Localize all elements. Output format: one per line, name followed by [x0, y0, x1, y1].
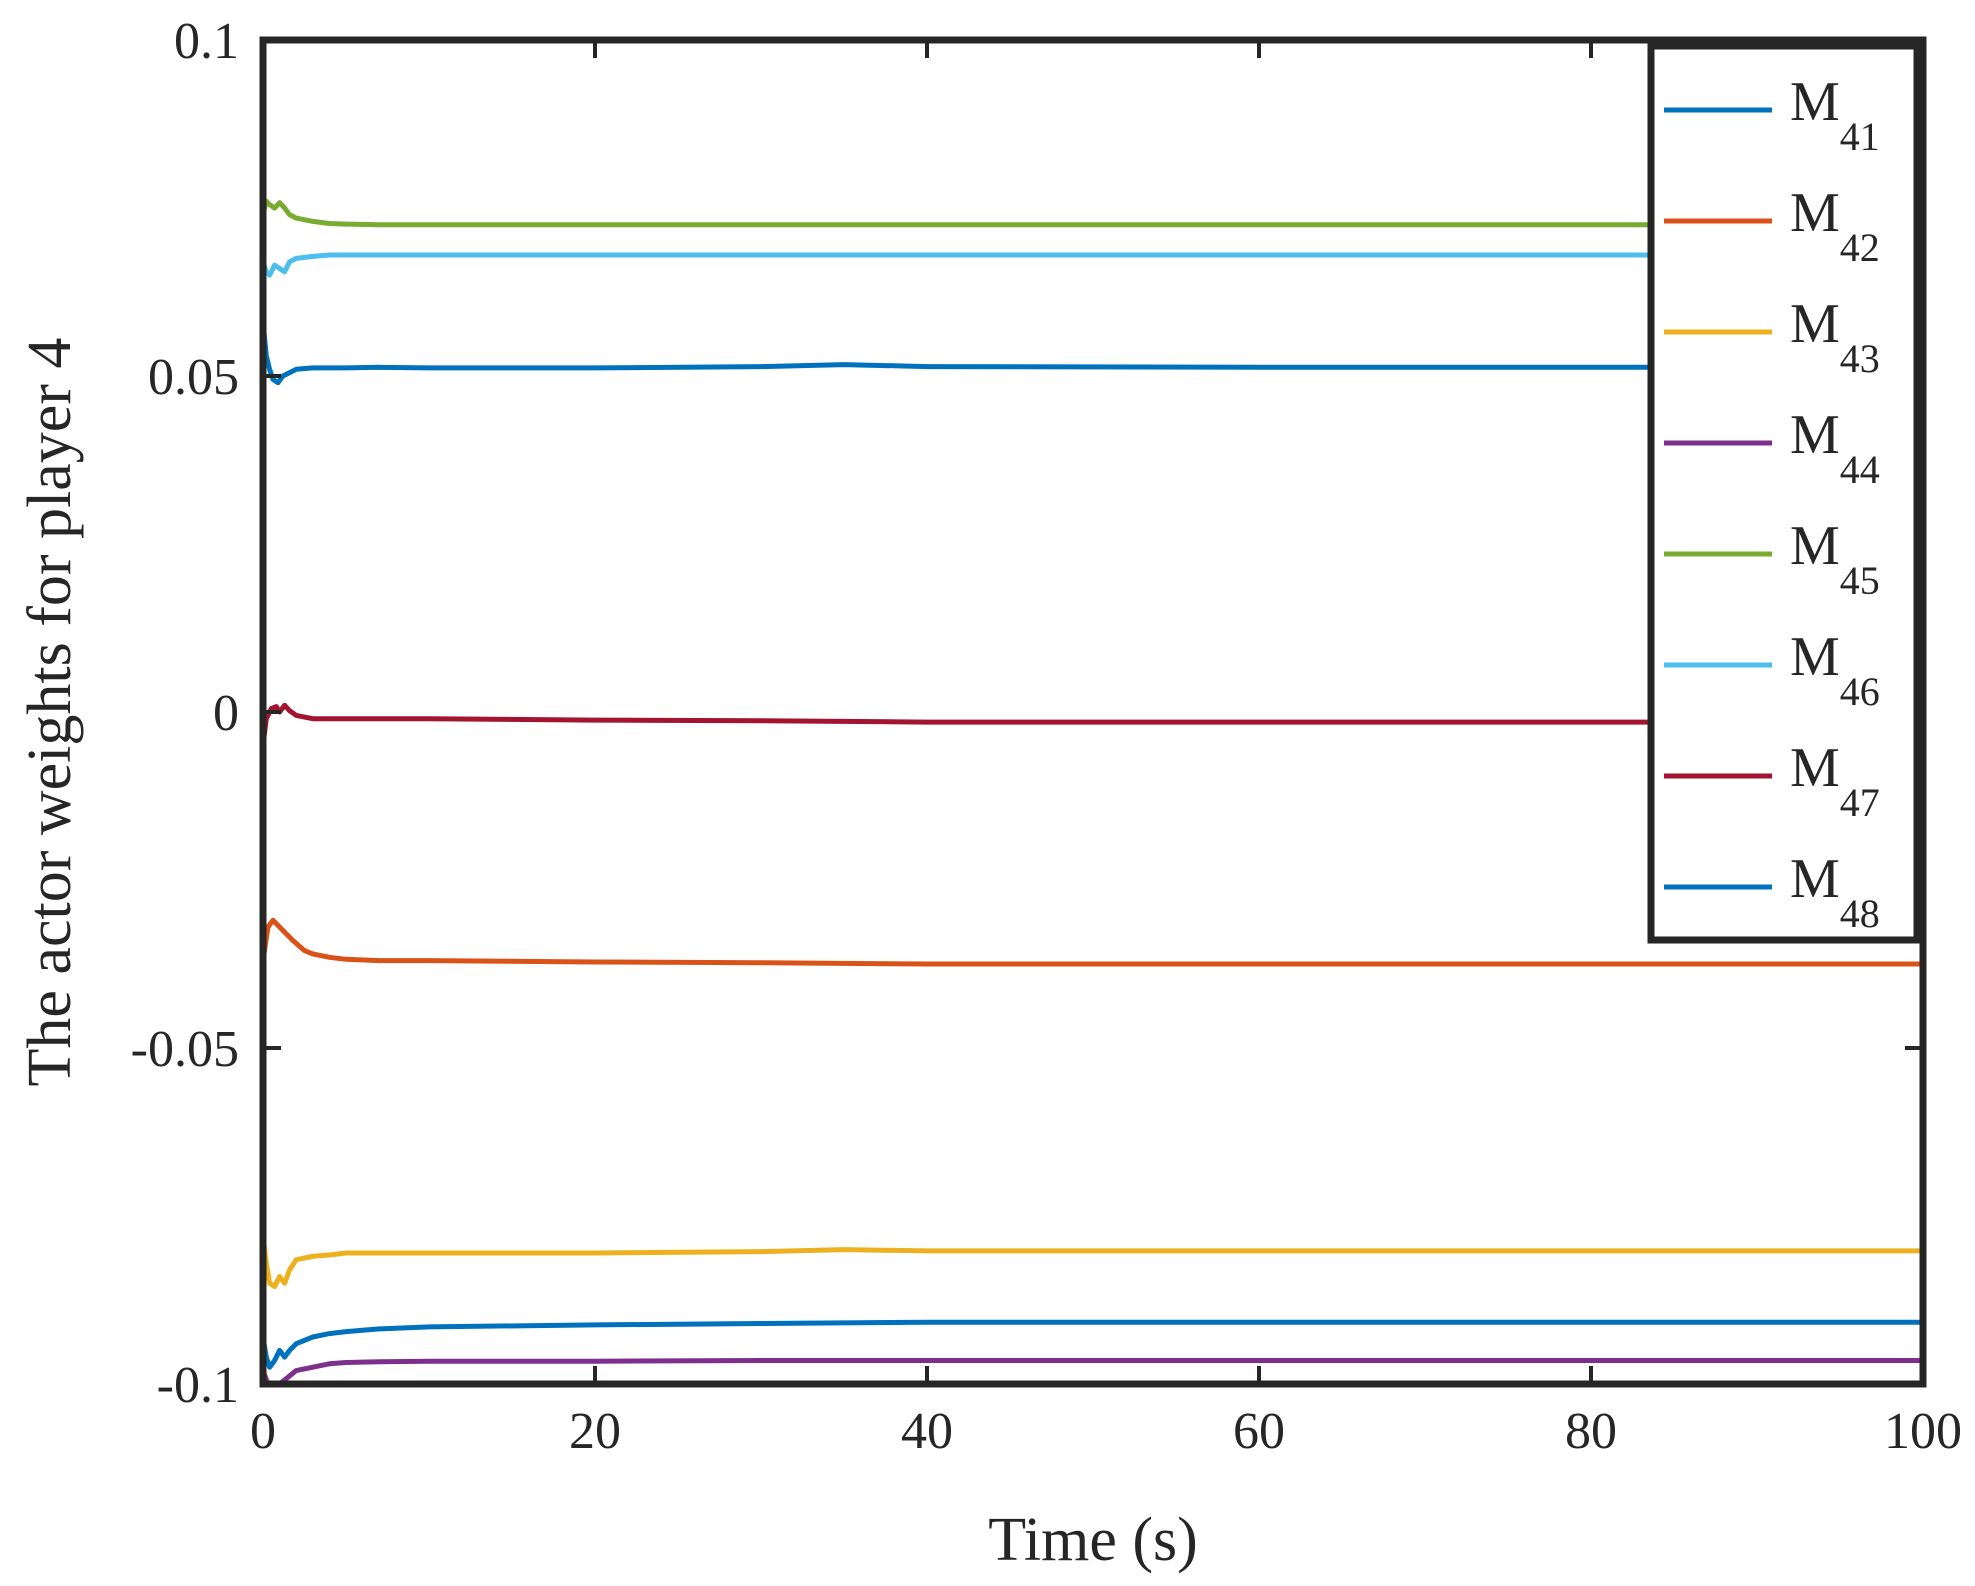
- y-tick-label: -0.05: [131, 1021, 239, 1078]
- legend-label: M45: [1790, 515, 1880, 603]
- series-line-m44: [260, 1358, 1923, 1387]
- x-tick-label: 0: [250, 1403, 276, 1460]
- legend-label-base: M: [1790, 515, 1840, 577]
- legend-label: M43: [1790, 293, 1880, 381]
- legend-label: M42: [1790, 182, 1880, 270]
- legend-box: [1647, 42, 1921, 944]
- series-line-m47: [260, 702, 1923, 746]
- legend-label-subscript: 42: [1840, 225, 1880, 270]
- series-line-m43: [260, 1235, 1923, 1290]
- legend-item-m47[interactable]: M47: [1664, 737, 1880, 825]
- legend-item-m42[interactable]: M42: [1664, 182, 1880, 270]
- legend-label-base: M: [1790, 71, 1840, 133]
- series-line-m41: [260, 321, 1923, 386]
- tick-label-layer: 0 20 40 60 80 100 -0.1 -0.05 0 0.05 0.1: [131, 13, 1962, 1460]
- legend-item-m48[interactable]: M48: [1664, 848, 1880, 936]
- x-tick-label: 100: [1884, 1403, 1962, 1460]
- legend-label: M44: [1790, 404, 1880, 492]
- legend-item-m46[interactable]: M46: [1664, 626, 1880, 714]
- legend-item-m44[interactable]: M44: [1664, 404, 1880, 492]
- series-line-m42: [260, 917, 1923, 967]
- y-tick-label: 0.05: [148, 349, 239, 406]
- legend-label-subscript: 48: [1840, 891, 1880, 936]
- y-tick-label: 0: [213, 685, 239, 742]
- x-axis-label: Time (s): [988, 1506, 1198, 1574]
- legend-label-subscript: 46: [1840, 669, 1880, 714]
- legend-label: M47: [1790, 737, 1880, 825]
- legend-label-base: M: [1790, 293, 1840, 355]
- x-tick-label: 40: [901, 1403, 953, 1460]
- legend-item-m45[interactable]: M45: [1664, 515, 1880, 603]
- series-line-m45: [260, 198, 1923, 228]
- series-line-m46: [260, 252, 1923, 278]
- y-tick-label: -0.1: [157, 1357, 239, 1414]
- x-tick-label: 20: [569, 1403, 621, 1460]
- legend-label-subscript: 47: [1840, 780, 1880, 825]
- legend-label-base: M: [1790, 848, 1840, 910]
- legend-label-subscript: 44: [1840, 447, 1880, 492]
- x-tick-label: 60: [1233, 1403, 1285, 1460]
- legend-label: M46: [1790, 626, 1880, 714]
- y-tick-label: 0.1: [174, 13, 239, 70]
- legend-label-base: M: [1790, 737, 1840, 799]
- legend-label-base: M: [1790, 404, 1840, 466]
- y-axis-label: The actor weights for player 4: [16, 338, 84, 1087]
- legend-label: M48: [1790, 848, 1880, 936]
- legend-label-subscript: 43: [1840, 336, 1880, 381]
- legend-item-m43[interactable]: M43: [1664, 293, 1880, 381]
- series-line-m48: [260, 1319, 1923, 1370]
- x-tick-label: 80: [1565, 1403, 1617, 1460]
- legend-label-base: M: [1790, 626, 1840, 688]
- legend-label-subscript: 41: [1840, 114, 1880, 159]
- legend-label-subscript: 45: [1840, 558, 1880, 603]
- legend-label: M41: [1790, 71, 1880, 159]
- legend-label-base: M: [1790, 182, 1840, 244]
- legend-item-m41[interactable]: M41: [1664, 71, 1880, 159]
